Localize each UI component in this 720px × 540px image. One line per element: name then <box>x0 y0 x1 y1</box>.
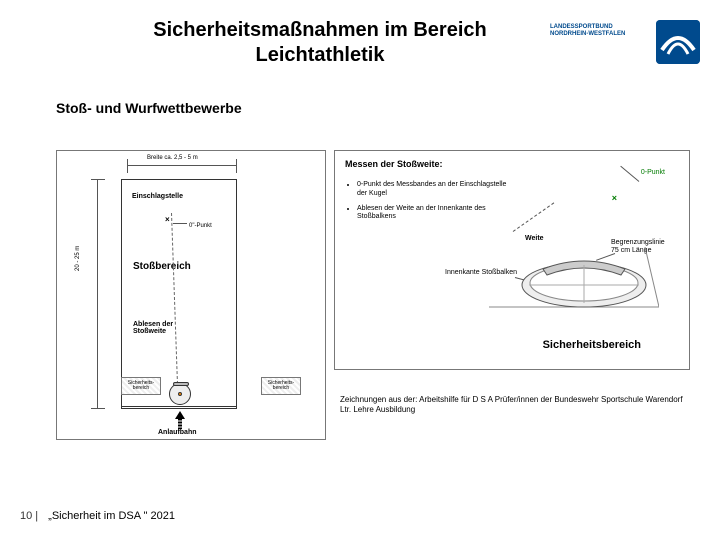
logo-icon <box>656 20 700 64</box>
zero-point-leader <box>620 166 639 182</box>
safety-box-left: Sicherheits-bereich <box>121 377 161 395</box>
width-dimension-line <box>127 165 237 166</box>
ablesen-1: Ablesen der <box>133 321 173 328</box>
zero-point-label: 0"-Punkt <box>189 223 212 229</box>
throwing-circle-icon <box>169 383 191 405</box>
anlauf-label: Anlaufbahn <box>158 429 197 436</box>
footer: 10 | „Sicherheit im DSA " 2021 <box>20 510 175 522</box>
subtitle: Stoß- und Wurfwettbewerbe <box>56 100 242 116</box>
impact-marker-icon: × <box>165 215 170 224</box>
title-line-1: Sicherheitsmaßnahmen im Bereich <box>153 19 486 41</box>
logo-text: LANDESSPORTBUND NORDRHEIN-WESTFALEN <box>550 20 650 37</box>
logo-line-2: NORDRHEIN-WESTFALEN <box>550 31 650 38</box>
length-label: 20 - 25 m <box>75 246 81 271</box>
ablesen-2: Stoßweite <box>133 328 166 335</box>
zero-point-label: 0-Punkt <box>641 169 665 176</box>
stop-board-icon <box>173 382 189 386</box>
title-line-2: Leichtathletik <box>256 44 385 66</box>
footer-text: „Sicherheit im DSA " 2021 <box>48 510 175 522</box>
title-text: Sicherheitsmaßnahmen im Bereich Leichtat… <box>100 18 540 68</box>
einschlag-label: Einschlagstelle <box>132 193 183 200</box>
separator-line <box>121 406 237 407</box>
right-title: Messen der Stoßweite: <box>345 159 443 169</box>
spot-icon <box>178 392 182 396</box>
shot-put-circle-iso-icon <box>489 247 659 317</box>
width-label: Breite ca. 2,5 - 5 m <box>147 155 198 161</box>
title: Sicherheitsmaßnahmen im Bereich Leichtat… <box>100 18 540 68</box>
logo: LANDESSPORTBUND NORDRHEIN-WESTFALEN <box>550 20 700 64</box>
length-dimension-line <box>97 179 98 409</box>
diagram-right: Messen der Stoßweite: 0-Punkt des Messba… <box>334 150 690 370</box>
caption: Zeichnungen aus der: Arbeitshilfe für D … <box>340 395 688 414</box>
slide: Sicherheitsmaßnahmen im Bereich Leichtat… <box>0 0 720 540</box>
diagram-left: Breite ca. 2,5 - 5 m 20 - 25 m Einschlag… <box>56 150 326 440</box>
zero-point-marker-icon: × <box>612 193 617 203</box>
bullet-2: Ablesen der Weite an der Innenkante des … <box>357 205 517 223</box>
weite-leader <box>513 202 555 231</box>
sicherheitsbereich-label: Sicherheitsbereich <box>543 339 641 351</box>
safety-box-right: Sicherheits-bereich <box>261 377 301 395</box>
weite-label: Weite <box>525 235 544 242</box>
page-number: 10 | <box>20 510 38 522</box>
bullet-1: 0-Punkt des Messbandes an der Einschlags… <box>357 181 517 199</box>
bullet-list: 0-Punkt des Messbandes an der Einschlags… <box>347 181 517 228</box>
ablesen-label: Ablesen der Stoßweite <box>133 321 173 335</box>
logo-line-1: LANDESSPORTBUND <box>550 24 650 31</box>
